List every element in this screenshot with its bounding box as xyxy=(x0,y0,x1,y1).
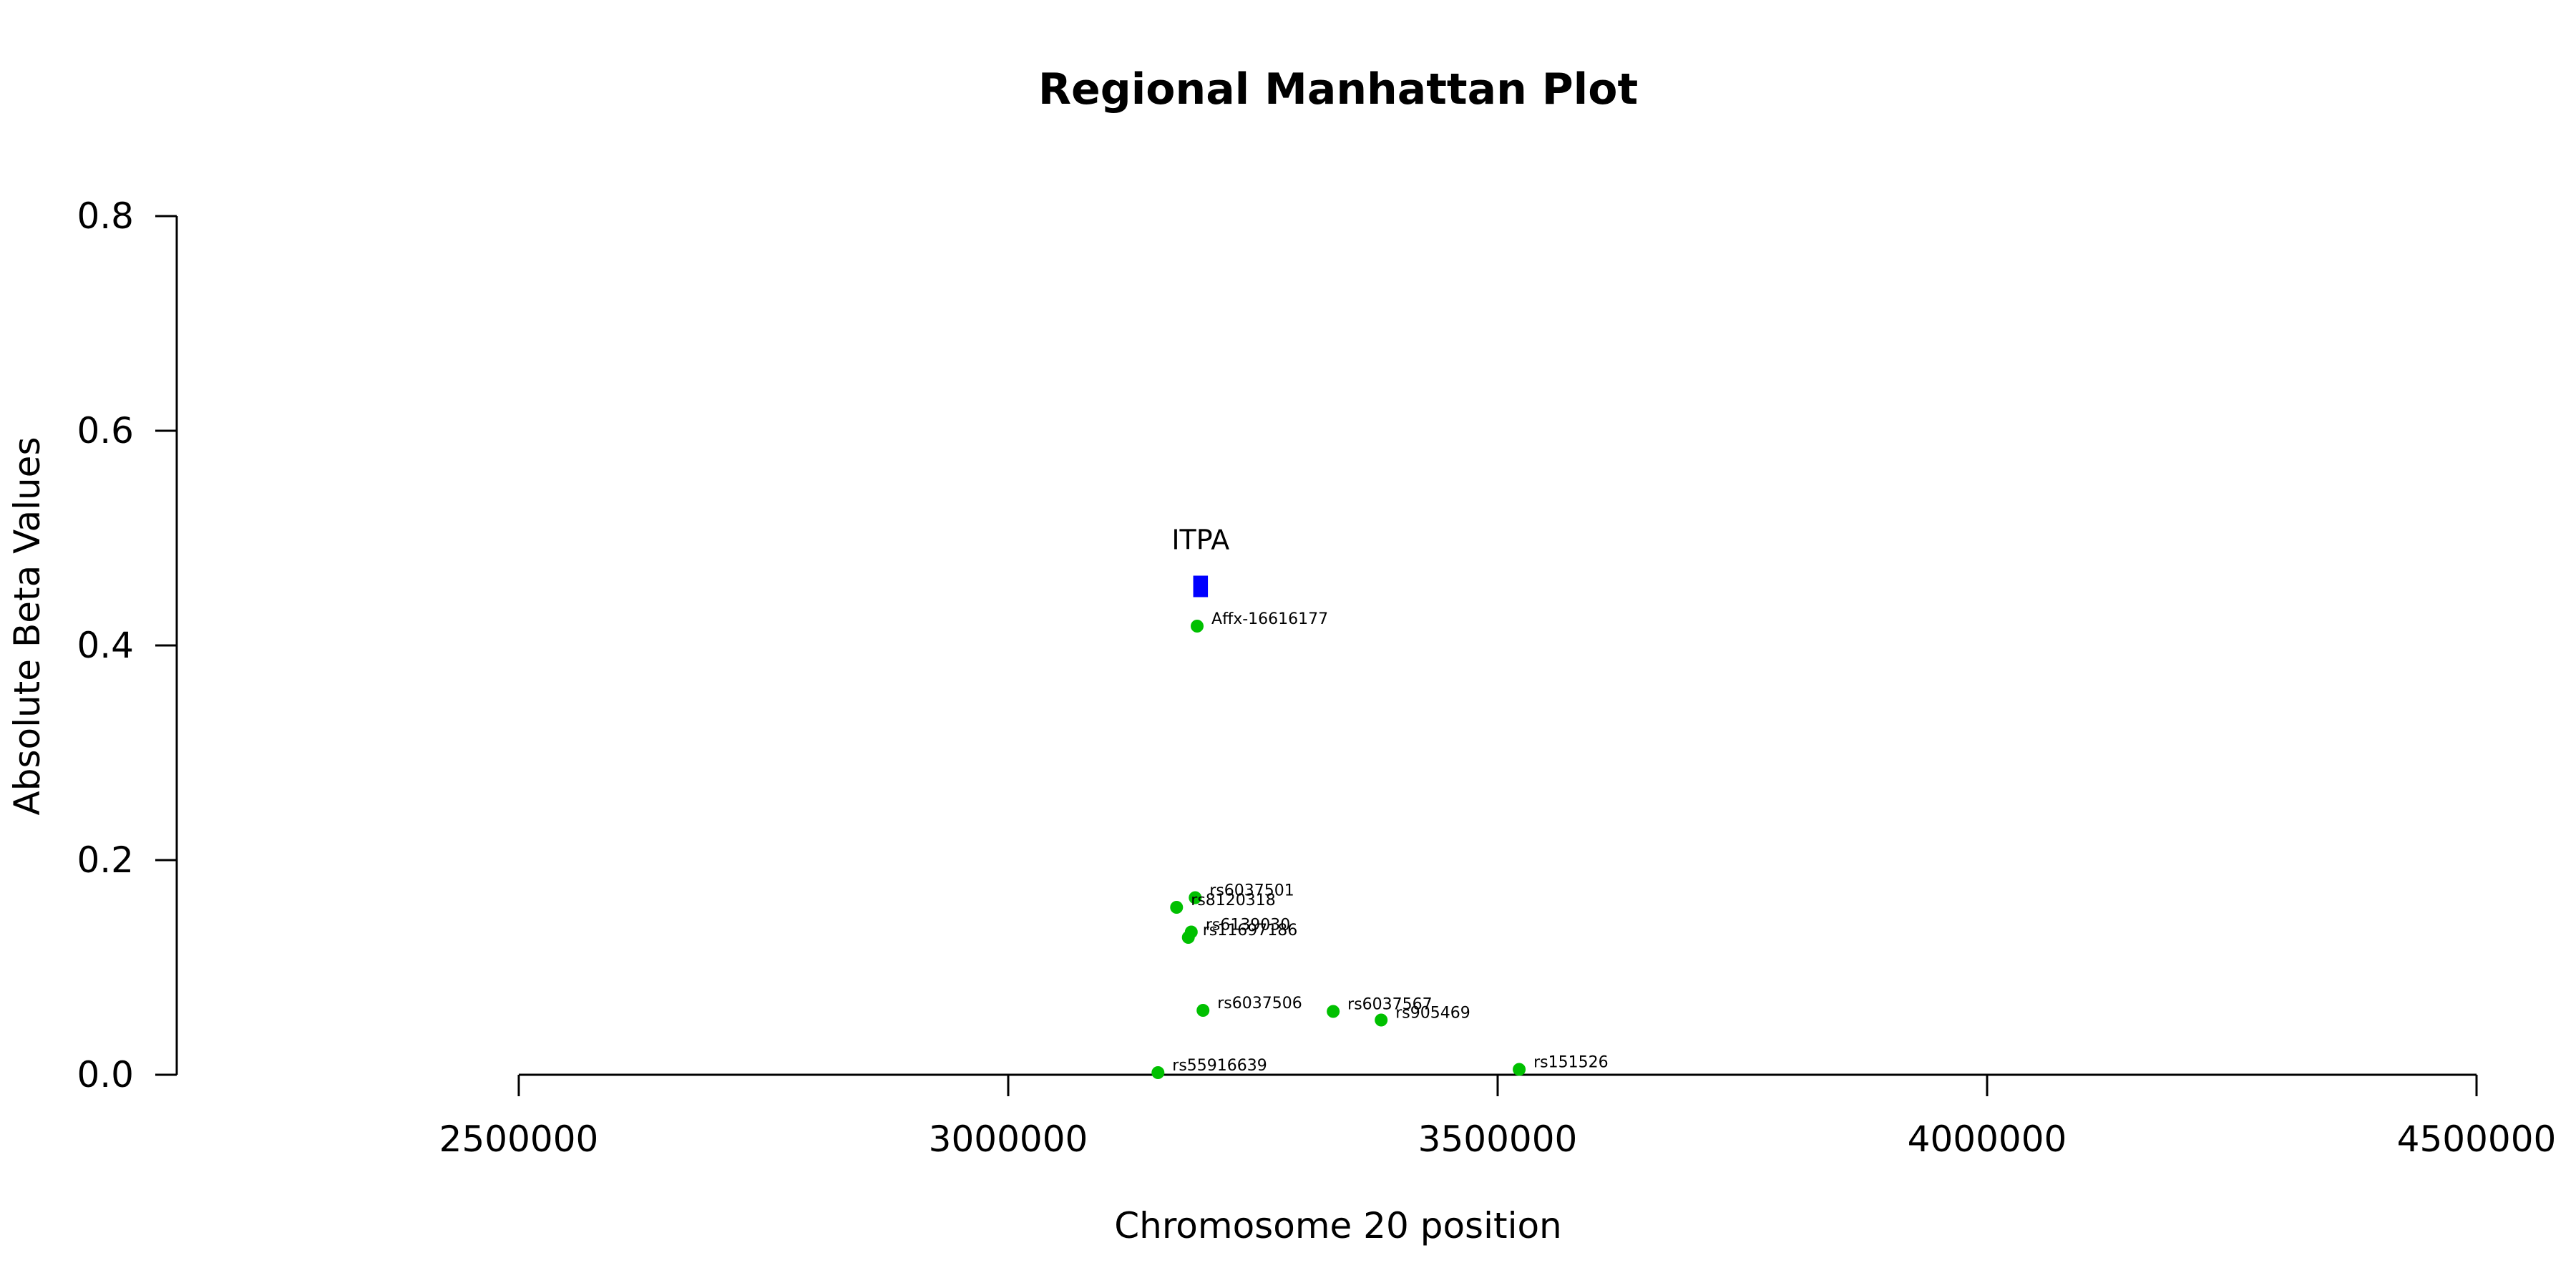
y-tick-label: 0.2 xyxy=(77,839,134,881)
x-tick-label: 4500000 xyxy=(2397,1118,2557,1160)
snp-point xyxy=(1181,931,1195,944)
gene-layer: ITPA xyxy=(1171,525,1229,597)
x-tick-label: 3500000 xyxy=(1418,1118,1578,1160)
snp-label: rs6037567 xyxy=(1347,996,1433,1014)
snp-label: rs8120318 xyxy=(1191,892,1276,909)
x-axis: 2500000 3000000 3500000 4000000 4500000 xyxy=(439,1073,2557,1160)
snp-point xyxy=(1196,1004,1210,1017)
snp-label: rs905469 xyxy=(1395,1005,1470,1023)
gene-marker xyxy=(1193,575,1209,597)
snp-label: rs6037506 xyxy=(1217,995,1302,1013)
snp-label: rs151526 xyxy=(1533,1054,1609,1072)
y-tick-label: 0.8 xyxy=(77,195,134,237)
x-tick-label: 2500000 xyxy=(439,1118,599,1160)
snp-point xyxy=(1189,891,1202,904)
y-tick-label: 0.0 xyxy=(77,1054,134,1096)
snp-point xyxy=(1375,1013,1388,1027)
gene-label: ITPA xyxy=(1171,525,1229,556)
snp-point xyxy=(1170,901,1184,914)
x-tick-label: 4000000 xyxy=(1908,1118,2067,1160)
snp-point xyxy=(1151,1066,1165,1079)
snp-label: rs55916639 xyxy=(1172,1057,1267,1075)
y-tick-label: 0.4 xyxy=(77,625,134,666)
y-axis-title: Absolute Beta Values xyxy=(6,437,48,816)
x-axis-title: Chromosome 20 position xyxy=(1114,1205,1562,1246)
snp-label: rs6139030 xyxy=(1206,917,1291,935)
snp-point xyxy=(1191,620,1204,633)
snp-label: rs11697186 xyxy=(1203,922,1297,940)
snp-point xyxy=(1513,1063,1526,1076)
chart-title: Regional Manhattan Plot xyxy=(1038,64,1638,114)
snp-label: Affx-16616177 xyxy=(1211,610,1328,628)
snp-label: rs6037501 xyxy=(1209,882,1294,900)
snp-point xyxy=(1327,1005,1340,1018)
y-axis: 0.0 0.2 0.4 0.6 0.8 xyxy=(77,195,178,1096)
x-tick-label: 3000000 xyxy=(929,1118,1088,1160)
y-tick-label: 0.6 xyxy=(77,410,134,452)
